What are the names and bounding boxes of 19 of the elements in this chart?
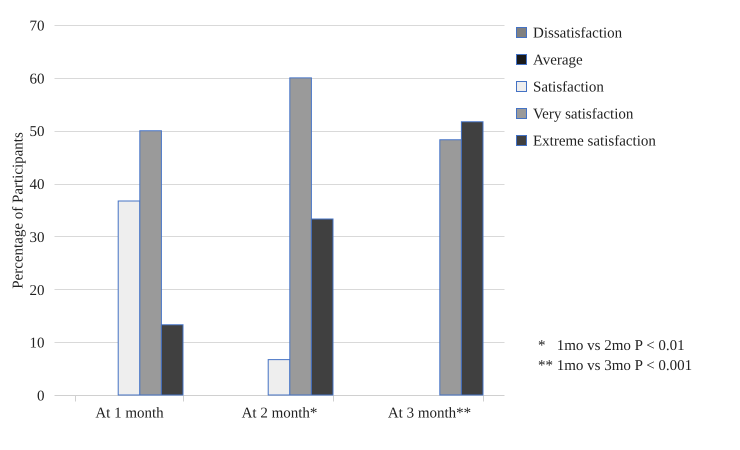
legend-label: Satisfaction [533,80,604,96]
x-tick-label: At 2 month* [242,406,318,422]
y-tick-label: 40 [30,177,44,194]
x-tick-label: At 1 month [95,406,164,422]
legend-label: Extreme satisfaction [533,134,656,150]
legend-label: Dissatisfaction [533,26,623,42]
text: * 1mo vs 2mo P < 0.01 [538,337,686,356]
legend-label: Average [533,52,584,68]
y-tick-label: 70 [30,18,44,34]
legend-label: Very satisfaction [533,106,634,122]
y-tick-label: 30 [30,230,44,246]
y-tick-label: 50 [30,124,44,140]
y-tick-label: 20 [30,282,44,299]
y-tick-label: 60 [30,71,44,88]
y-tick-label: 10 [30,336,44,352]
y-tick-label: 0 [37,388,44,404]
x-tick-label: At 3 month** [388,406,472,422]
text: ** 1mo vs 3mo P < 0.001 [538,357,692,376]
y-axis-title: Percentage of Participants [10,132,26,289]
